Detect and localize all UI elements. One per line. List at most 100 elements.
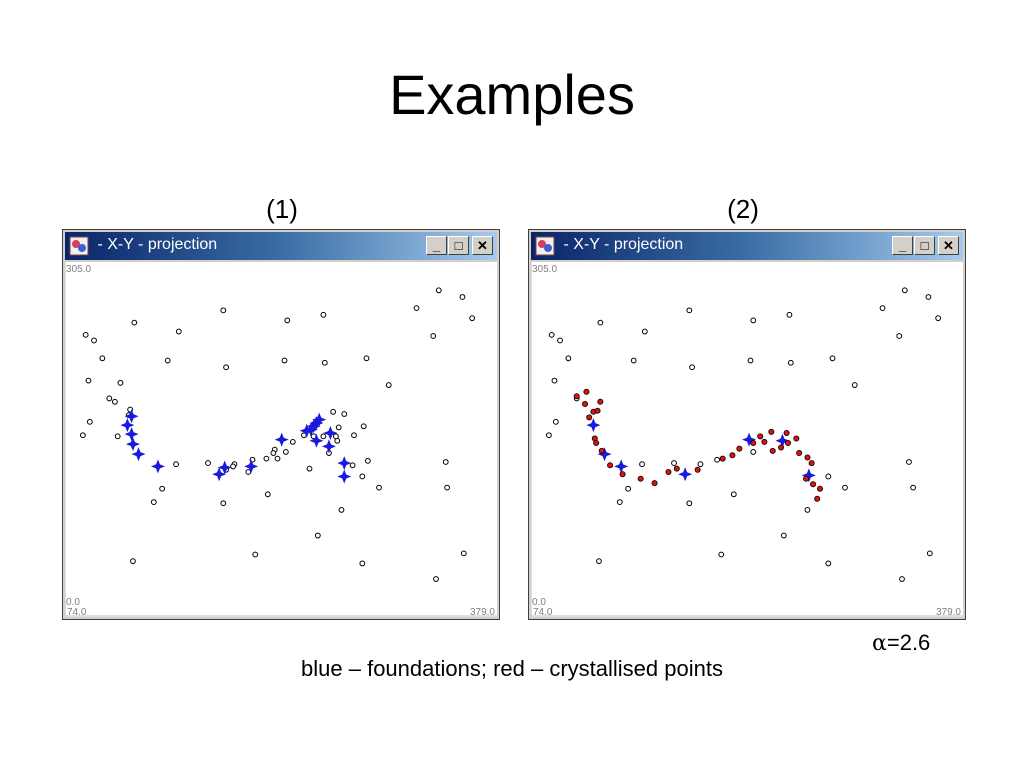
scatter-plot-area[interactable]: 305.0 0.0 74.0 379.0 — [531, 262, 963, 617]
data-point — [552, 418, 559, 425]
crystallised-point — [750, 440, 757, 447]
data-point — [750, 317, 757, 324]
close-button[interactable]: ✕ — [472, 236, 493, 255]
data-point — [385, 382, 392, 388]
data-point — [901, 287, 908, 294]
crystallised-point — [719, 455, 726, 462]
data-point — [671, 460, 677, 466]
crystallised-point — [573, 393, 580, 400]
data-point — [596, 558, 602, 565]
data-point — [264, 491, 271, 498]
data-point — [330, 408, 337, 415]
data-point — [935, 315, 942, 322]
data-point — [551, 377, 558, 384]
data-point — [686, 307, 693, 314]
crystallised-point — [810, 481, 817, 488]
crystallised-point — [778, 444, 785, 451]
foundation-point — [337, 469, 352, 484]
foundation-point — [306, 419, 321, 434]
data-point — [173, 461, 179, 468]
data-point — [896, 333, 903, 339]
crystallised-point — [783, 429, 790, 436]
data-point — [641, 328, 648, 335]
data-point — [359, 473, 366, 480]
data-point — [787, 359, 794, 366]
data-point — [730, 491, 737, 498]
maximize-button[interactable]: □ — [914, 236, 935, 255]
crystallised-point — [593, 440, 600, 447]
legend-caption: blue – foundations; red – crystallised p… — [301, 656, 723, 681]
slide-title: Examples — [389, 63, 635, 126]
foundation-point — [125, 437, 140, 452]
foundation-point — [303, 422, 318, 437]
data-point — [910, 484, 917, 491]
maximize-button[interactable]: □ — [448, 236, 469, 255]
data-point — [289, 439, 296, 445]
scatter-plot-area[interactable]: 305.0 0.0 74.0 379.0 — [65, 262, 497, 617]
app-icon — [69, 236, 89, 256]
data-point — [413, 305, 420, 312]
close-button[interactable]: ✕ — [938, 236, 959, 255]
data-point — [747, 357, 754, 364]
data-point — [899, 576, 905, 582]
foundation-point — [337, 456, 352, 471]
data-point — [433, 576, 439, 582]
data-point — [697, 461, 704, 468]
data-point — [85, 377, 92, 384]
data-point — [341, 411, 348, 417]
crystallised-point — [804, 454, 811, 461]
data-point — [159, 485, 166, 492]
window-titlebar[interactable]: - X-Y - projection _ □ ✕ — [531, 232, 963, 260]
crystallised-point — [729, 452, 736, 459]
foundation-point — [323, 425, 338, 440]
data-point — [548, 331, 555, 338]
data-point — [804, 507, 811, 513]
data-point — [359, 560, 366, 567]
foundation-point — [131, 447, 146, 462]
data-point — [625, 485, 632, 492]
data-point — [780, 532, 787, 539]
foundation-point — [801, 468, 816, 483]
x-max-label: 379.0 — [470, 607, 495, 617]
foundation-point — [678, 467, 693, 482]
minimize-button[interactable]: _ — [426, 236, 447, 255]
foundation-point — [321, 439, 336, 454]
data-point — [360, 423, 367, 430]
data-point — [230, 463, 236, 470]
data-point — [320, 433, 327, 440]
data-point — [639, 461, 645, 468]
data-point — [314, 532, 321, 539]
projection-window-1[interactable]: - X-Y - projection _ □ ✕ 305.0 0.0 74.0 … — [62, 229, 500, 620]
data-point — [565, 355, 572, 362]
window-title: - X-Y - projection — [559, 236, 684, 253]
data-point — [321, 359, 328, 366]
window-titlebar[interactable]: - X-Y - projection _ □ ✕ — [65, 232, 497, 260]
foundation-point — [212, 467, 227, 482]
data-point — [175, 328, 182, 335]
data-point — [630, 357, 637, 364]
crystallised-point — [583, 388, 590, 395]
crystallised-point — [757, 433, 764, 440]
foundation-point — [150, 459, 165, 474]
x-max-label: 379.0 — [936, 607, 961, 617]
crystallised-point — [594, 407, 601, 414]
foundation-point — [586, 418, 601, 433]
data-point — [926, 550, 933, 557]
y-min-label: 0.0 — [66, 597, 80, 608]
crystallised-point — [665, 468, 672, 475]
data-point — [786, 311, 793, 318]
data-point — [376, 484, 382, 491]
data-point — [91, 337, 97, 344]
marks-group — [546, 287, 942, 582]
alpha-symbol: α — [872, 631, 887, 656]
projection-window-2[interactable]: - X-Y - projection _ □ ✕ 305.0 0.0 74.0 … — [528, 229, 966, 620]
minimize-button[interactable]: _ — [892, 236, 913, 255]
data-point — [435, 287, 442, 294]
crystallised-point — [694, 466, 701, 473]
data-point — [459, 294, 466, 300]
y-max-label: 305.0 — [532, 264, 557, 275]
foundation-point — [124, 427, 139, 442]
data-point — [718, 551, 725, 558]
crystallised-point — [597, 398, 604, 405]
data-point — [546, 432, 552, 439]
